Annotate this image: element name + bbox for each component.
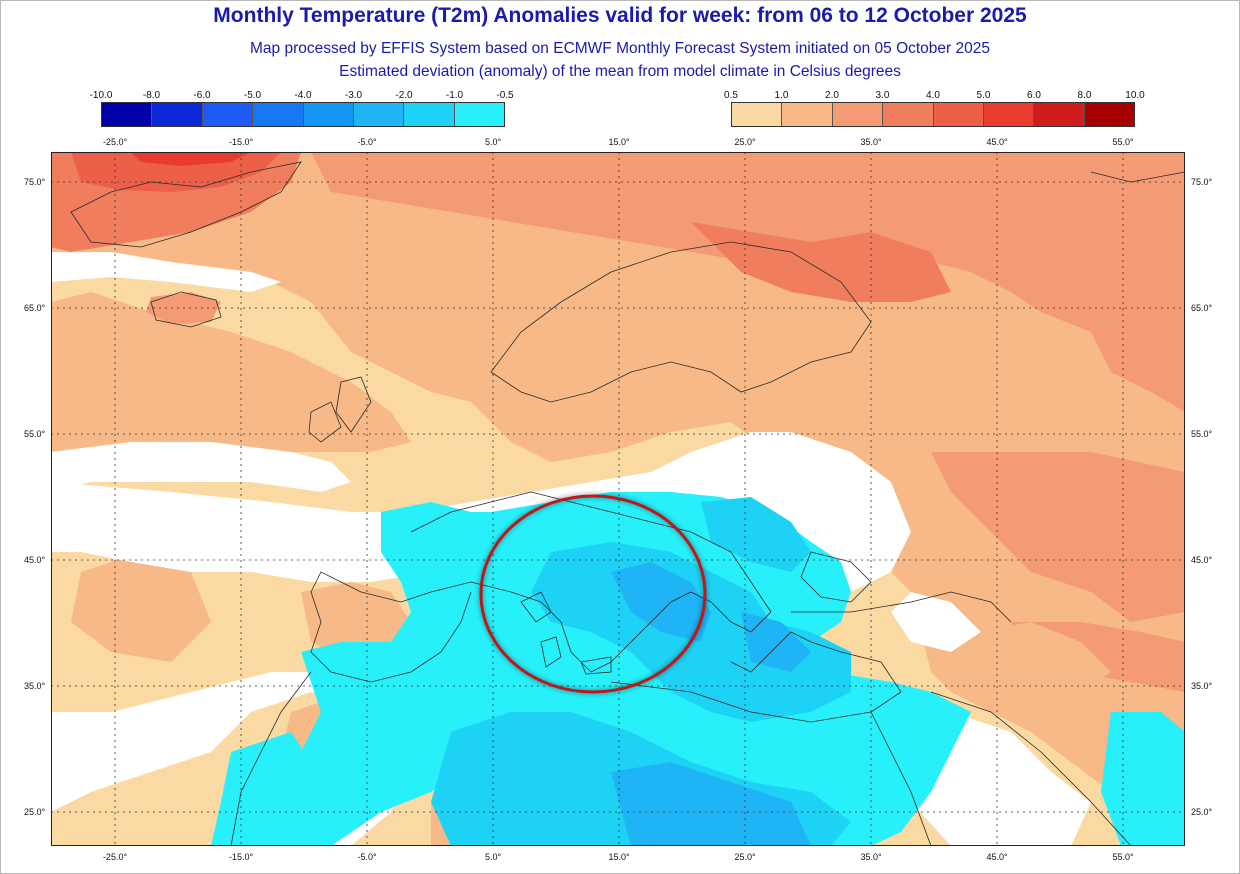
legend-negative-swatch	[253, 103, 304, 126]
anomaly-zone-cold-france	[381, 502, 471, 552]
legend-positive-tick-label: 8.0	[1077, 90, 1092, 101]
legend-positive-tick-label: 2.0	[825, 90, 839, 101]
longitude-label: 45.0°	[986, 137, 1008, 147]
latitude-label: 55.0°	[1191, 429, 1213, 439]
longitude-label: -25.0°	[102, 137, 128, 147]
legend-negative-tick-label: -5.0	[243, 90, 262, 101]
legend-positive-tick-label: 5.0	[976, 90, 991, 101]
latitude-label: 25.0°	[24, 807, 46, 817]
legend-negative-swatch	[454, 103, 504, 126]
legend-positive-swatch	[1034, 103, 1085, 126]
latitude-label: 55.0°	[24, 429, 46, 439]
latitude-label: 45.0°	[24, 555, 46, 565]
anomaly-zone-2to3	[311, 152, 1185, 412]
longitude-label: 55.0°	[1112, 137, 1134, 147]
legend-negative-tick-label: -6.0	[193, 90, 211, 101]
latitude-label: 35.0°	[1191, 681, 1213, 691]
longitude-label: 55.0°	[1112, 852, 1134, 862]
legend-negative-swatch	[404, 103, 455, 126]
legend-negative-tick-label: -3.0	[344, 90, 363, 101]
anomaly-zone-cold-3-greece	[741, 612, 811, 672]
legend-positive-tick-label: 6.0	[1027, 90, 1041, 101]
anomaly-zone-turkey-east	[971, 622, 1111, 692]
latitude-label: 45.0°	[1191, 555, 1213, 565]
anomaly-zone-5to6	[131, 152, 251, 166]
longitude-label: 45.0°	[986, 852, 1008, 862]
longitude-label: 25.0°	[734, 137, 756, 147]
legend-negative-swatch	[202, 103, 254, 126]
legend-positive-swatch	[933, 103, 984, 126]
anomaly-zone-cold-3-egypt	[611, 762, 811, 846]
highlight-circle-italy	[479, 494, 707, 694]
legend-positive-swatch	[832, 103, 884, 126]
legend-negative-colorbar	[101, 102, 505, 127]
legend-positive-swatch	[732, 103, 783, 126]
legend-positive-swatch	[782, 103, 833, 126]
latitude-label: 65.0°	[24, 303, 46, 313]
longitude-label: 5.0°	[484, 852, 502, 862]
map-border	[51, 152, 1185, 846]
longitude-label: 35.0°	[860, 852, 882, 862]
legend-negative-tick-label: -0.5	[496, 90, 514, 101]
anomaly-zone-scandinavia	[691, 222, 951, 302]
legend-positive-swatch	[983, 103, 1035, 126]
anomaly-zone-cold-3	[611, 562, 711, 642]
longitude-label: 5.0°	[484, 137, 502, 147]
legend-negative-tick-label: -2.0	[395, 90, 413, 101]
legend-positive-tick-label: 3.0	[875, 90, 890, 101]
anomaly-map	[51, 152, 1185, 846]
latitude-label: 35.0°	[24, 681, 46, 691]
legend-negative-swatch	[353, 103, 405, 126]
legend-positive-tick-label: 10.0	[1125, 90, 1145, 101]
legend-negative-tick-label: -4.0	[294, 90, 312, 101]
legend-negative-swatch	[102, 103, 153, 126]
map-title: Monthly Temperature (T2m) Anomalies vali…	[213, 4, 1027, 27]
longitude-label: 15.0°	[608, 137, 630, 147]
anomaly-zone-atlantic-south	[71, 552, 211, 662]
latitude-label: 65.0°	[1191, 303, 1213, 313]
longitude-label: 25.0°	[734, 852, 756, 862]
legend-negative-swatch	[152, 103, 203, 126]
longitude-label: -5.0°	[357, 852, 377, 862]
longitude-label: 35.0°	[860, 137, 882, 147]
anomaly-zone-atlantic	[51, 292, 411, 452]
longitude-label: -15.0°	[228, 137, 254, 147]
legend-positive-tick-label: 4.0	[926, 90, 940, 101]
legend-negative-tick-label: -10.0	[89, 90, 113, 101]
longitude-label: -25.0°	[102, 852, 128, 862]
legend-negative-tick-label: -1.0	[445, 90, 464, 101]
longitude-label: 15.0°	[608, 852, 630, 862]
legend-negative-swatch	[303, 103, 354, 126]
longitude-label: -5.0°	[357, 137, 377, 147]
anomaly-zone-cold-2-balkans	[701, 497, 811, 572]
latitude-label: 25.0°	[1191, 807, 1213, 817]
map-subtitle-units: Estimated deviation (anomaly) of the mea…	[339, 63, 901, 80]
legend-negative-tick-label: -8.0	[142, 90, 161, 101]
legend-positive-colorbar	[731, 102, 1135, 127]
latitude-label: 75.0°	[1191, 177, 1213, 187]
anomaly-zone-east-russia	[931, 452, 1185, 622]
anomaly-zone-cold-1	[221, 492, 971, 846]
legend-positive-tick-label: 1.0	[774, 90, 789, 101]
legend-positive-swatch	[1084, 103, 1134, 126]
map-subtitle-source: Map processed by EFFIS System based on E…	[249, 40, 990, 57]
anomaly-zone-1to2	[51, 152, 1185, 846]
graticule	[51, 152, 1185, 846]
legend-positive-tick-label: 0.5	[724, 90, 738, 101]
latitude-label: 75.0°	[24, 177, 46, 187]
anomaly-zone-cold-arabia	[1101, 712, 1185, 846]
longitude-label: -15.0°	[228, 852, 254, 862]
legend-positive-swatch	[883, 103, 934, 126]
